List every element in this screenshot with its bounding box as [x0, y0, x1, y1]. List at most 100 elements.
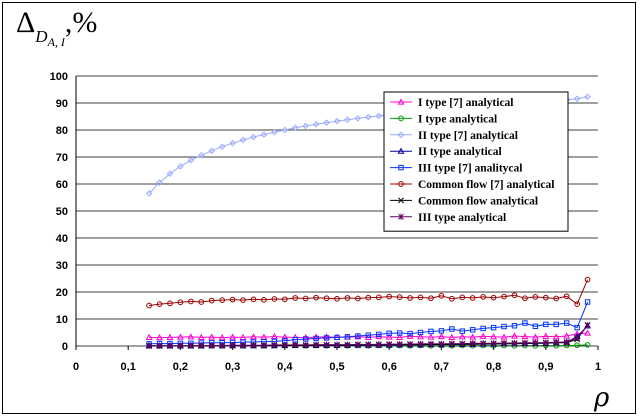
legend-marker [398, 213, 404, 220]
data-point [354, 115, 362, 122]
data-point [396, 340, 403, 348]
series-6 [146, 276, 591, 309]
data-point [428, 328, 434, 335]
y-tick-label: 70 [56, 152, 68, 164]
data-point [313, 294, 319, 301]
data-point [156, 179, 163, 186]
x-tick-label: 0,9 [538, 361, 553, 373]
data-point [407, 295, 413, 301]
data-point [563, 338, 570, 346]
data-point [146, 342, 153, 349]
data-point [167, 342, 173, 349]
data-point [156, 334, 163, 341]
data-point [250, 296, 257, 303]
data-point [218, 143, 226, 151]
data-point [187, 156, 195, 164]
data-point [291, 124, 299, 132]
legend-marker [398, 197, 404, 204]
data-point [448, 333, 456, 340]
data-point [229, 296, 236, 303]
data-point [396, 294, 403, 300]
data-point [501, 293, 507, 300]
data-point [302, 334, 310, 341]
data-point [145, 333, 153, 340]
data-point [292, 341, 299, 349]
legend-label: II type analytical [418, 146, 502, 158]
legend-marker [398, 181, 404, 187]
data-point [574, 334, 581, 342]
data-point [176, 333, 184, 340]
data-point [469, 295, 476, 301]
data-point [271, 341, 278, 349]
data-point [553, 339, 560, 346]
legend-label: Common flow [7] analytical [418, 179, 554, 191]
data-point [375, 112, 383, 120]
y-tick-label: 50 [56, 206, 68, 218]
y-tick-label: 0 [62, 341, 68, 353]
data-point [177, 342, 184, 349]
y-axis-title-symbol: Δ [16, 6, 36, 39]
y-tick-label: 60 [56, 179, 68, 191]
data-point [145, 190, 153, 197]
legend-marker [398, 115, 404, 122]
x-tick-label: 0,6 [382, 361, 397, 373]
data-point [208, 297, 215, 304]
data-point [177, 163, 184, 170]
y-tick-label: 40 [56, 233, 68, 245]
legend-label: III type analytical [418, 212, 506, 224]
data-point [281, 341, 288, 349]
data-point [584, 299, 591, 305]
y-tick-label: 90 [56, 98, 68, 110]
data-point [542, 294, 549, 301]
data-point [563, 320, 570, 326]
x-tick-label: 0,2 [173, 361, 188, 373]
data-point [438, 340, 445, 347]
legend-label: I type [7] analytical [418, 97, 514, 109]
x-tick-label: 0,3 [225, 361, 240, 373]
data-point [292, 295, 299, 301]
data-point [386, 340, 393, 348]
y-axis-title-subscript: DA, I [35, 27, 65, 49]
y-tick-label: 30 [56, 260, 68, 272]
x-tick-label: 0,8 [486, 361, 501, 373]
data-point [417, 340, 424, 347]
series-layer [145, 93, 592, 349]
data-point [365, 294, 372, 301]
x-tick-label: 1 [595, 361, 601, 373]
data-point [270, 332, 278, 340]
data-point [344, 334, 351, 340]
data-point [500, 333, 508, 340]
data-point [375, 341, 382, 348]
data-point [376, 331, 382, 338]
data-point [428, 295, 434, 302]
data-point [302, 122, 309, 130]
data-point [250, 133, 257, 141]
data-point [470, 327, 476, 333]
data-point [219, 342, 226, 349]
data-point [479, 332, 487, 339]
data-point [177, 299, 184, 306]
x-tick-label: 0 [73, 361, 79, 373]
data-point [302, 295, 309, 302]
x-axis-title: ρ [594, 383, 610, 413]
data-point [365, 341, 372, 348]
legend-marker [397, 131, 405, 139]
data-point [437, 332, 445, 340]
data-point [386, 293, 393, 300]
data-point [355, 295, 361, 302]
data-point [511, 323, 518, 329]
data-point [490, 294, 497, 301]
data-point [355, 333, 361, 339]
data-point [532, 323, 539, 329]
legend-label: II type [7] analytical [418, 130, 518, 142]
x-tick-label: 0,7 [434, 361, 449, 373]
series-8 [146, 322, 591, 349]
y-axis-title-subscript-ai: A, I [47, 35, 65, 49]
data-point [261, 296, 267, 303]
data-point [459, 340, 466, 347]
data-point [584, 276, 591, 283]
x-tick-label: 0,4 [277, 361, 293, 373]
data-point [438, 328, 445, 334]
y-tick-label: 20 [56, 287, 68, 299]
